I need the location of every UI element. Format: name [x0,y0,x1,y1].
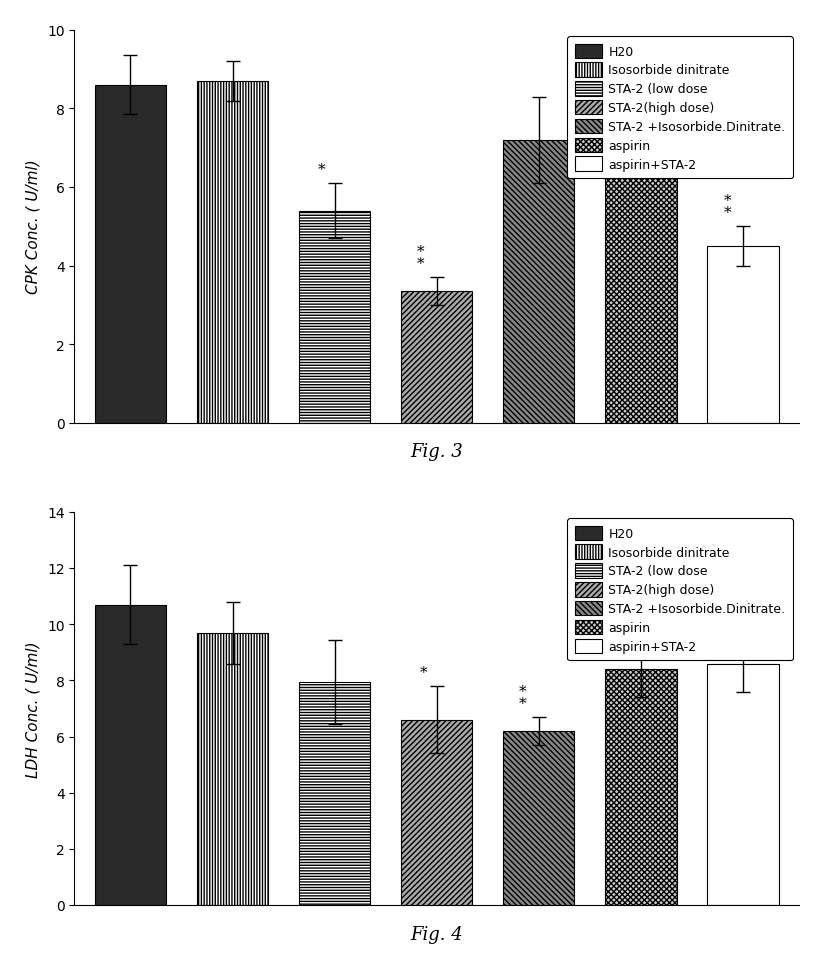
Bar [197,82,269,424]
Legend: H20, Isosorbide dinitrate, STA-2 (low dose, STA-2(high dose), STA-2 +Isosorbide.: H20, Isosorbide dinitrate, STA-2 (low do… [567,37,793,179]
Text: *: * [519,684,527,699]
Bar [707,246,779,424]
Text: *: * [318,163,325,177]
Text: *: * [723,194,731,208]
Text: *: * [420,665,428,679]
Bar [707,664,779,905]
Y-axis label: LDH Conc. ( U/ml): LDH Conc. ( U/ml) [25,641,40,777]
Text: *: * [417,245,424,260]
Y-axis label: CPK Conc. ( U/ml): CPK Conc. ( U/ml) [25,159,40,294]
Bar [95,86,166,424]
Legend: H20, Isosorbide dinitrate, STA-2 (low dose, STA-2(high dose), STA-2 +Isosorbide.: H20, Isosorbide dinitrate, STA-2 (low do… [567,518,793,661]
Text: Fig. 3: Fig. 3 [410,443,463,461]
Bar [299,211,370,424]
Text: *: * [519,696,527,710]
Bar [197,633,269,905]
Bar [401,720,472,905]
Bar [299,682,370,905]
Bar [401,291,472,424]
Text: Fig. 4: Fig. 4 [410,924,463,943]
Bar [605,139,677,424]
Bar [503,731,574,905]
Text: *: * [417,257,424,271]
Bar [95,605,166,905]
Bar [503,141,574,424]
Text: *: * [723,206,731,220]
Bar [605,670,677,905]
